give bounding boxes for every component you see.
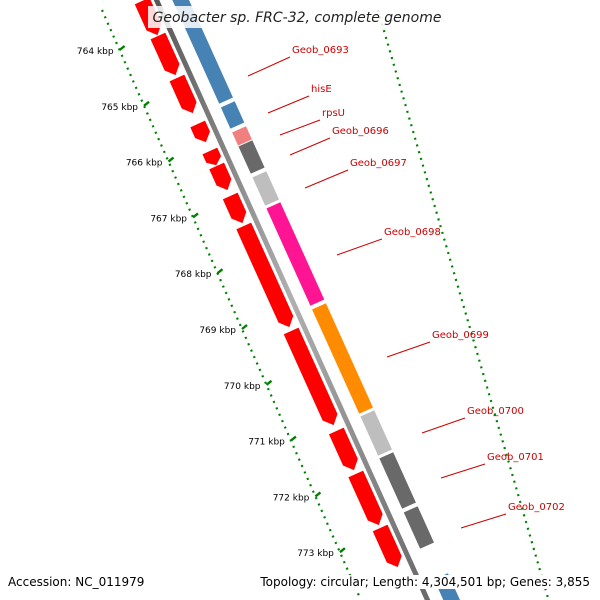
kbp-tick-label: 770 kbp — [224, 382, 261, 392]
gene-rev-red[interactable] — [149, 31, 181, 77]
gene-fwd-dark_gray[interactable] — [378, 451, 417, 510]
gene-rev-red[interactable] — [371, 523, 403, 569]
gene-rev-red[interactable] — [235, 221, 295, 329]
label-leader-line — [336, 238, 383, 256]
gene-rev-red[interactable] — [221, 191, 248, 225]
gene-label-hise[interactable]: hisE — [311, 84, 332, 95]
map-title: Geobacter sp. FRC-32, complete genome — [153, 10, 442, 26]
gene-label-geob_0693[interactable]: Geob_0693 — [292, 45, 349, 56]
gene-fwd-pink[interactable] — [265, 201, 326, 307]
kbp-tick-mark — [118, 45, 126, 51]
kbp-tick-mark — [143, 100, 150, 107]
kbp-tick-mark — [192, 212, 199, 219]
gene-rev-red[interactable] — [168, 73, 198, 115]
gene-labels: Geob_0693 hisE rpsU Geob_0696 Geob_0697 Geob_… — [247, 45, 565, 529]
label-leader-line — [304, 169, 349, 189]
kbp-tick-label: 766 kbp — [126, 159, 163, 169]
label-leader-line — [247, 56, 291, 77]
genome-backbone — [153, 0, 431, 600]
gene-label-geob_0702[interactable]: Geob_0702 — [508, 502, 565, 513]
gene-rev-red[interactable] — [189, 119, 211, 144]
backbone-line — [153, 0, 431, 600]
gene-label-geob_0701[interactable]: Geob_0701 — [487, 452, 544, 463]
kbp-tick-label: 771 kbp — [248, 438, 285, 448]
title-group: Geobacter sp. FRC-32, complete genome — [148, 6, 446, 28]
tick-marks: 764 kbp 765 kbp 766 kbp 767 kbp 768 kbp 769 k… — [77, 45, 346, 559]
label-leader-line — [421, 417, 466, 434]
kbp-tick-label: 765 kbp — [101, 103, 138, 113]
gene-rev-red[interactable] — [282, 326, 339, 427]
kbp-tick-label: 768 kbp — [175, 270, 212, 280]
gene-label-geob_0697[interactable]: Geob_0697 — [350, 158, 407, 169]
kbp-tick-mark — [290, 435, 297, 442]
gene-fwd-light_gray[interactable] — [359, 409, 394, 457]
label-leader-line — [289, 137, 331, 156]
gene-label-geob_0700[interactable]: Geob_0700 — [467, 406, 524, 417]
label-leader-line — [460, 513, 507, 529]
label-leader-line — [386, 341, 431, 358]
kbp-tick-label: 773 kbp — [297, 549, 334, 559]
gene-fwd-light_gray[interactable] — [251, 170, 281, 207]
gene-label-geob_0698[interactable]: Geob_0698 — [384, 227, 441, 238]
kbp-tick-label: 767 kbp — [150, 214, 187, 224]
label-leader-line — [279, 119, 321, 136]
label-leader-line — [267, 95, 310, 114]
kbp-tick-label: 772 kbp — [273, 493, 310, 503]
kbp-tick-mark — [339, 547, 346, 554]
gene-features — [133, 0, 461, 600]
gene-rev-red[interactable] — [208, 161, 233, 192]
kbp-tick-mark — [216, 268, 224, 275]
gene-fwd-blue[interactable] — [219, 100, 246, 130]
gene-rev-red[interactable] — [201, 146, 222, 167]
accession-text: Accession: NC_011979 — [8, 575, 145, 589]
gene-label-geob_0696[interactable]: Geob_0696 — [332, 126, 389, 137]
kbp-tick-label: 764 kbp — [77, 47, 114, 57]
label-leader-line — [440, 463, 486, 479]
kbp-tick-mark — [167, 156, 175, 163]
gene-rev-red[interactable] — [347, 469, 384, 527]
gene-rev-red[interactable] — [327, 426, 359, 472]
kbp-tick-mark — [265, 379, 273, 386]
kbp-tick-label: 769 kbp — [199, 326, 236, 336]
gene-fwd-dark_gray[interactable] — [237, 139, 266, 175]
kbp-tick-mark — [241, 324, 248, 330]
topology-text: Topology: circular; Length: 4,304,501 bp… — [260, 575, 590, 589]
gene-label-geob_0699[interactable]: Geob_0699 — [432, 330, 489, 341]
gene-label-rpsu[interactable]: rpsU — [322, 108, 345, 119]
gene-fwd-dark_gray[interactable] — [402, 505, 436, 550]
kbp-tick-mark — [314, 491, 322, 498]
gene-fwd-orange[interactable] — [310, 302, 375, 415]
